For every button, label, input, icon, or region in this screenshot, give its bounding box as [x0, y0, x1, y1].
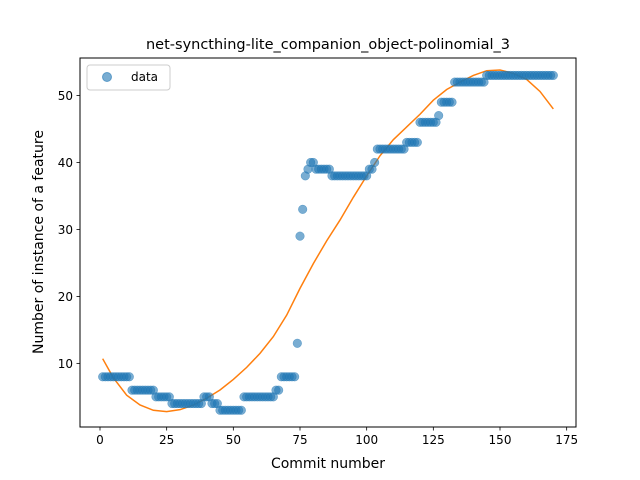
plot-area	[79, 57, 577, 428]
x-tick-label: 25	[159, 433, 174, 447]
chart-title: net-syncthing-lite_companion_object-poli…	[146, 37, 510, 53]
legend: data	[86, 64, 171, 91]
legend-label-data: data	[131, 70, 158, 84]
x-tick-label: 75	[292, 433, 307, 447]
y-tick-label: 10	[58, 357, 73, 371]
y-tick-label: 40	[58, 156, 73, 170]
data-point	[447, 97, 457, 107]
y-tick-label: 30	[58, 223, 73, 237]
data-point	[236, 405, 246, 415]
legend-marker-data	[102, 72, 112, 82]
x-tick-label: 100	[355, 433, 378, 447]
x-tick-label: 150	[489, 433, 512, 447]
data-point	[434, 111, 444, 121]
axes-frame	[79, 57, 577, 428]
x-tick-label: 0	[96, 433, 104, 447]
data-point	[298, 204, 308, 214]
fit-curve-line	[102, 69, 554, 413]
x-tick-label: 50	[226, 433, 241, 447]
y-tick-label: 20	[58, 290, 73, 304]
fit-curve	[102, 69, 554, 413]
x-tick-label: 125	[422, 433, 445, 447]
data-point	[295, 231, 305, 241]
y-tick-label: 50	[58, 89, 73, 103]
data-point	[124, 372, 134, 382]
x-tick-label: 175	[555, 433, 578, 447]
x-axis-label: Commit number	[271, 456, 385, 472]
y-axis: 10 20 30 40 50	[58, 89, 80, 371]
data-point	[290, 372, 300, 382]
legend-box	[86, 64, 171, 91]
data-points	[98, 70, 558, 415]
y-axis-label: Number of instance of a feature	[31, 130, 47, 354]
data-point	[292, 338, 302, 348]
x-axis: 0 25 50 75 100 125 150 175	[96, 427, 578, 447]
data-point	[412, 137, 422, 147]
data-point	[548, 70, 558, 80]
data-point	[274, 385, 284, 395]
data-point	[370, 157, 380, 168]
